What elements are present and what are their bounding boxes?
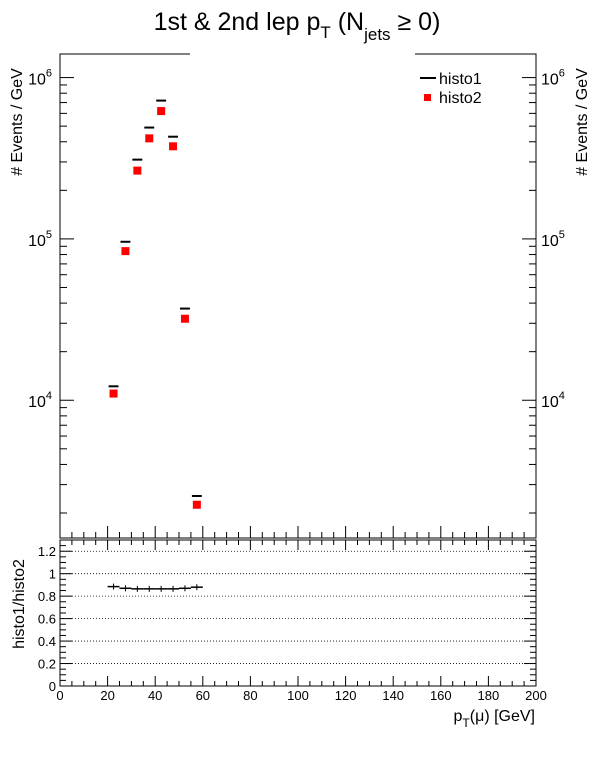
ratio-x-tick-label: 160 [430, 688, 452, 703]
ratio-data-marks [107, 583, 203, 592]
histo2-marker [133, 166, 142, 175]
ratio-x-tick-label: 40 [148, 688, 162, 703]
main-frame [59, 53, 537, 539]
main-y-tick-label-right: 106 [541, 68, 565, 89]
legend: histo1 histo2 [420, 71, 482, 107]
ratio-y-tick-label: 1.2 [38, 544, 56, 559]
ratio-x-tick-label: 80 [243, 688, 257, 703]
histo2-marker [192, 500, 201, 509]
main-y-tick-label-left: 104 [28, 390, 52, 411]
ratio-y-tick-label: 0.4 [38, 634, 56, 649]
ratio-x-tick-label: 60 [196, 688, 210, 703]
ratio-tick-labels: 0 20 40 60 80 100 120 140 160 180 200 0 0.2 0.4 0.6 0.8… [38, 544, 547, 703]
ratio-y-axis-label: histo1/histo2 [11, 559, 28, 649]
main-y-tick-label-left: 106 [28, 68, 52, 89]
histo2-marker [109, 389, 118, 398]
ratio-x-tick-label: 200 [525, 688, 547, 703]
histo2-marker [180, 314, 189, 323]
legend-histo2-marker [424, 94, 431, 101]
ratio-y-tick-label: 1 [49, 567, 56, 582]
main-data-marks [108, 99, 202, 509]
ratio-x-tick-label: 20 [100, 688, 114, 703]
ratio-x-tick-label: 100 [287, 688, 309, 703]
y-axis-label-left: # Events / GeV [9, 68, 26, 176]
ratio-y-tick-label: 0.6 [38, 612, 56, 627]
histo2-marker [157, 107, 166, 116]
ratio-x-tick-label: 0 [56, 688, 63, 703]
chart-title: 1st & 2nd lep pT (Njets ≥ 0) [154, 8, 441, 44]
main-y-tick-label-right: 104 [541, 390, 565, 411]
ratio-x-tick-label: 140 [382, 688, 404, 703]
main-y-tick-labels: 104 104 105 105 106 106 [28, 68, 565, 412]
main-y-tick-label-left: 105 [28, 229, 52, 250]
title-box [190, 52, 415, 56]
ratio-y-tick-label: 0 [49, 679, 56, 694]
x-axis-label: pT(μ) [GeV] [454, 708, 535, 730]
ratio-y-tick-label: 0.8 [38, 589, 56, 604]
ratio-x-tick-label: 180 [478, 688, 500, 703]
histo2-marker [121, 247, 130, 256]
ratio-frame [59, 539, 537, 687]
histo2-marker [145, 134, 154, 143]
legend-histo1-label: histo1 [439, 71, 482, 88]
main-ticks [59, 77, 537, 538]
main-y-tick-label-right: 105 [541, 229, 565, 250]
ratio-y-tick-label: 0.2 [38, 657, 56, 672]
legend-histo2-label: histo2 [439, 90, 482, 107]
y-axis-label-right: # Events / GeV [574, 68, 591, 176]
histo2-marker [169, 142, 178, 151]
ratio-x-tick-label: 120 [335, 688, 357, 703]
ratio-ticks [59, 539, 537, 687]
ratio-grid [60, 550, 536, 664]
